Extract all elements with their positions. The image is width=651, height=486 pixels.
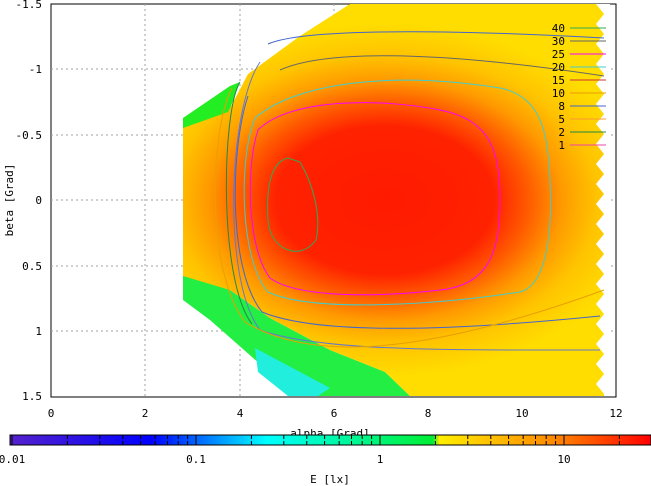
legend-label-2: 2 [558, 126, 565, 139]
contour-10a [267, 31, 605, 45]
legend-label-8: 8 [558, 100, 565, 113]
contour-10b [279, 55, 605, 77]
y-tick-label: -1.5 [16, 0, 43, 11]
x-tick-label: 8 [425, 407, 432, 420]
colorbar-tick-label: 10 [557, 453, 570, 466]
y-tick-label: 0 [35, 194, 42, 207]
colorbar: 0.01 0.1 1 10 E [lx] [0, 434, 651, 486]
x-tick-label: 2 [142, 407, 149, 420]
y-tick-label: 1 [35, 325, 42, 338]
y-tick-label: -1 [29, 63, 42, 76]
legend-label-25: 25 [552, 48, 565, 61]
x-tick-label: 12 [609, 407, 622, 420]
colorbar-tick-label: 1 [377, 453, 384, 466]
low-intensity-band-bottom [183, 272, 410, 396]
legend-label-40: 40 [552, 22, 565, 35]
legend-label-10: 10 [552, 87, 565, 100]
cyan-band-bottom [255, 348, 330, 396]
contour-8 [225, 81, 253, 325]
contour-5 [214, 87, 605, 348]
x-tick-label: 4 [237, 407, 244, 420]
y-axis-label: beta [Grad] [3, 164, 16, 237]
contour-25 [243, 79, 552, 306]
colorbar-tick-label: 0.01 [0, 453, 25, 466]
x-tick-label: 6 [331, 407, 338, 420]
warm-field [183, 4, 604, 396]
contour-40 [267, 157, 319, 252]
colorbar-label: E [lx] [310, 473, 350, 486]
x-tick-label: 0 [48, 407, 55, 420]
low-intensity-band-top [183, 82, 240, 132]
legend-label-5: 5 [558, 113, 565, 126]
legend-label-20: 20 [552, 61, 565, 74]
legend-label-30: 30 [552, 35, 565, 48]
x-tick-label: 10 [515, 407, 528, 420]
legend-label-1: 1 [558, 139, 565, 152]
colorbar-tick-label: 0.1 [186, 453, 206, 466]
y-tick-label: 0.5 [22, 260, 42, 273]
contour-lines [214, 31, 605, 351]
colorbar-gradient [9, 434, 651, 446]
legend-label-15: 15 [552, 74, 565, 87]
contour-20 [234, 95, 601, 329]
heat-region [183, 4, 610, 396]
right-sawtooth-edge [596, 4, 610, 394]
y-tick-label: -0.5 [16, 129, 43, 142]
y-tick-label: 1.5 [22, 390, 42, 403]
y-axis: -1.5 -1 -0.5 0 0.5 1 1.5 beta [Grad] [3, 0, 42, 403]
contour-30 [249, 102, 501, 296]
